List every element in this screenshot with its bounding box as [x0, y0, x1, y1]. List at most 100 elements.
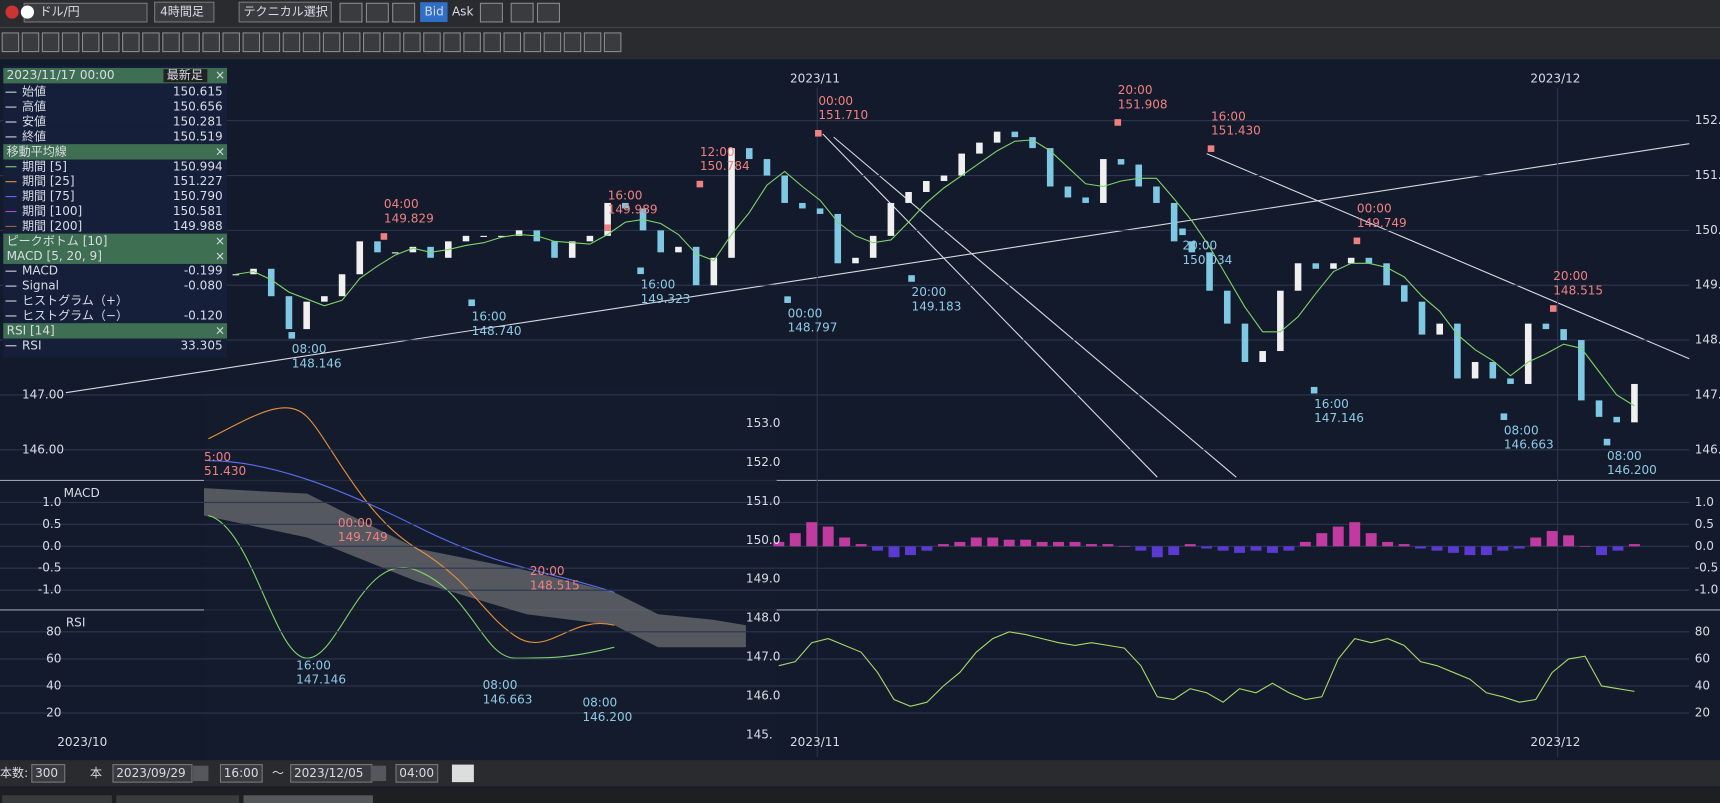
candle [462, 235, 470, 242]
tool-icon[interactable] [403, 32, 421, 53]
tool-icon[interactable] [162, 32, 180, 53]
info-panel: 2023/11/17 00:00 最新足 × 始値 150.615 高値 150.656 安値… [3, 65, 228, 358]
peak-price: 149.829 [384, 211, 434, 225]
macd-bar [1184, 544, 1196, 547]
tool-icon[interactable] [503, 32, 522, 53]
close-button[interactable]: × [215, 323, 225, 337]
peak-time: 20:00 [1118, 83, 1153, 97]
tool-icon[interactable] [242, 32, 261, 53]
close-button[interactable]: × [215, 144, 225, 158]
candle [781, 175, 788, 203]
tool-icon[interactable] [182, 32, 200, 53]
tab[interactable] [243, 795, 373, 803]
tool-icon[interactable] [342, 32, 361, 53]
macd-bar [1102, 544, 1114, 547]
toolbar-text[interactable]: テクニカル選択 [244, 5, 328, 19]
tool-icon[interactable] [383, 32, 401, 53]
bottom-price: 149.323 [641, 292, 691, 306]
tool-icon[interactable] [41, 32, 60, 53]
bottom-date: 2023/11 [790, 735, 840, 749]
macd-bar [872, 546, 884, 551]
overlay-axis-label: 149.0 [746, 572, 781, 586]
tool-icon[interactable] [102, 32, 120, 53]
close-button[interactable]: × [215, 234, 225, 248]
tool-icon[interactable] [302, 32, 321, 53]
timeframe-box[interactable] [154, 1, 215, 23]
row-label: RSI [22, 338, 42, 352]
tool-icon[interactable] [523, 32, 542, 53]
input-box[interactable] [31, 764, 66, 783]
input-box[interactable] [395, 764, 439, 783]
tool-icon[interactable] [202, 32, 220, 53]
bottom-bar-text[interactable]: 2023/09/29 [116, 766, 185, 780]
overlay-note-time: 00:00 [338, 516, 373, 530]
tool-icon[interactable] [479, 2, 503, 23]
tool-icon[interactable] [603, 32, 622, 53]
close-button[interactable]: × [215, 68, 225, 82]
tool-icon[interactable] [463, 32, 481, 53]
tool-icon[interactable] [142, 32, 160, 53]
trendline [833, 136, 1237, 478]
tool-icon[interactable] [583, 32, 602, 53]
tool-icon[interactable] [21, 32, 40, 53]
tool-icon[interactable] [365, 2, 389, 23]
bottom-bar-text[interactable]: 16:00 [224, 766, 259, 780]
tool-icon[interactable] [122, 32, 140, 53]
toolbar-text[interactable]: Ask [452, 5, 474, 19]
input-box[interactable] [219, 764, 263, 783]
macd-bar [954, 541, 966, 547]
calendar-button[interactable] [193, 765, 209, 782]
tool-icon[interactable] [483, 32, 501, 53]
tool-icon[interactable] [536, 2, 560, 23]
candle [1170, 202, 1178, 242]
toolbar-text[interactable]: ドル/円 [39, 5, 79, 19]
tool-icon[interactable] [1, 32, 20, 53]
candle [1454, 323, 1461, 379]
candle [321, 296, 328, 302]
tool-icon[interactable] [322, 32, 341, 53]
tool-icon[interactable] [443, 32, 461, 53]
tab[interactable] [116, 795, 240, 803]
tool-icon[interactable] [510, 2, 534, 23]
tool-icon[interactable] [282, 32, 301, 53]
bid-button[interactable] [420, 2, 448, 22]
tool-icon[interactable] [362, 32, 381, 53]
tab[interactable] [2, 795, 112, 803]
left-price-tick-label: 146.00 [22, 442, 64, 456]
overlay-axis-label: 152.0 [746, 455, 781, 469]
technical-box[interactable] [238, 1, 332, 23]
bottom-price: 148.740 [472, 324, 522, 338]
return-button[interactable] [451, 764, 474, 783]
calendar-button[interactable] [370, 765, 387, 782]
toolbar-text[interactable]: 4時間足 [160, 5, 204, 19]
candle [1259, 351, 1266, 363]
macd-bar [839, 537, 851, 547]
tool-icon[interactable] [61, 32, 80, 53]
tool-icon[interactable] [563, 32, 582, 53]
macd-tick-label-left: -1.0 [38, 583, 62, 597]
tool-icon[interactable] [543, 32, 562, 53]
bottom-bar-text[interactable]: 300 [35, 766, 58, 780]
latest-label[interactable]: 最新足 [167, 67, 203, 82]
bottom-bar-text[interactable]: 04:00 [399, 766, 434, 780]
tool-icon[interactable] [423, 32, 441, 53]
macd-bar [1316, 533, 1328, 547]
bottom-marker [1310, 386, 1318, 394]
bottom-marker [908, 275, 915, 282]
tool-icon[interactable] [392, 2, 416, 23]
tool-icon[interactable] [222, 32, 241, 53]
overlay-note-time: 16:00 [296, 658, 331, 672]
input-box[interactable] [112, 764, 193, 783]
row-value: 150.790 [173, 189, 223, 203]
bottom-bar-text[interactable]: 2023/12/05 [294, 766, 363, 780]
toolbar-text[interactable]: Bid [425, 5, 444, 19]
candle [1153, 186, 1160, 203]
tool-icon[interactable] [339, 2, 363, 23]
latest-box[interactable] [163, 69, 208, 83]
tool-icon[interactable] [262, 32, 281, 53]
tool-icon[interactable] [81, 32, 100, 53]
candle [1188, 241, 1196, 253]
close-button[interactable]: × [215, 249, 225, 263]
macd-bar [789, 533, 801, 547]
